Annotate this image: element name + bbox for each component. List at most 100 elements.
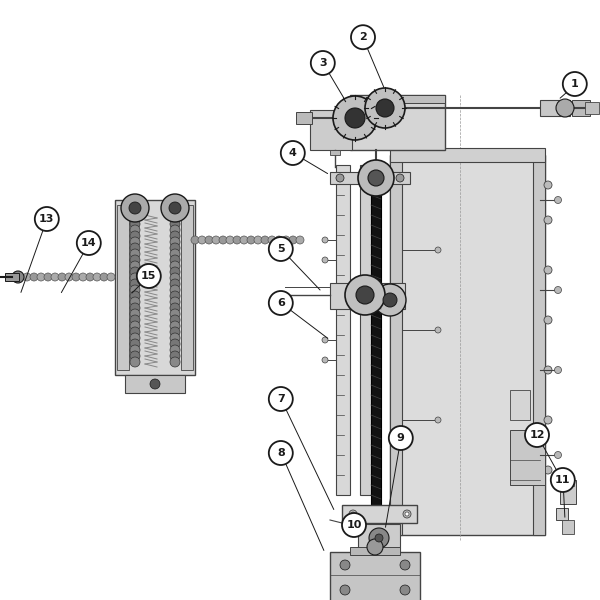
- Circle shape: [344, 519, 356, 531]
- Circle shape: [383, 293, 397, 307]
- Circle shape: [268, 236, 276, 244]
- Circle shape: [405, 512, 409, 516]
- Circle shape: [368, 170, 384, 186]
- Circle shape: [170, 279, 180, 289]
- Bar: [330, 552, 420, 600]
- Circle shape: [275, 236, 283, 244]
- Circle shape: [130, 285, 140, 295]
- Text: 10: 10: [346, 520, 362, 530]
- Circle shape: [554, 286, 562, 293]
- Bar: [390, 155, 545, 535]
- Circle shape: [77, 231, 101, 255]
- Circle shape: [130, 327, 140, 337]
- Circle shape: [23, 273, 31, 281]
- Circle shape: [65, 273, 73, 281]
- Bar: [533, 155, 545, 535]
- Circle shape: [37, 273, 45, 281]
- Circle shape: [170, 303, 180, 313]
- Circle shape: [269, 387, 293, 411]
- Bar: [117, 205, 129, 370]
- Bar: [360, 165, 374, 495]
- Circle shape: [170, 255, 180, 265]
- Circle shape: [349, 510, 357, 518]
- Circle shape: [544, 266, 552, 274]
- Bar: [296, 112, 312, 124]
- Bar: [181, 205, 193, 370]
- Bar: [350, 547, 400, 555]
- Circle shape: [130, 333, 140, 343]
- Bar: [390, 155, 402, 535]
- Circle shape: [254, 236, 262, 244]
- Text: 15: 15: [141, 271, 157, 281]
- Circle shape: [121, 194, 149, 222]
- Circle shape: [130, 237, 140, 247]
- Circle shape: [130, 207, 140, 217]
- Circle shape: [93, 273, 101, 281]
- Circle shape: [226, 236, 234, 244]
- Circle shape: [322, 257, 328, 263]
- Text: 1: 1: [571, 79, 578, 89]
- Circle shape: [435, 327, 441, 333]
- Circle shape: [389, 426, 413, 450]
- Circle shape: [170, 261, 180, 271]
- Circle shape: [322, 237, 328, 243]
- Circle shape: [375, 534, 383, 542]
- Circle shape: [170, 225, 180, 235]
- Circle shape: [130, 309, 140, 319]
- Circle shape: [554, 451, 562, 458]
- Bar: [562, 520, 574, 534]
- Circle shape: [130, 273, 140, 283]
- Circle shape: [351, 25, 375, 49]
- Circle shape: [130, 231, 140, 241]
- Circle shape: [369, 528, 389, 548]
- Text: 11: 11: [555, 475, 571, 485]
- Circle shape: [170, 267, 180, 277]
- Circle shape: [170, 207, 180, 217]
- Circle shape: [129, 202, 141, 214]
- Bar: [350, 95, 445, 150]
- Circle shape: [342, 513, 366, 537]
- Circle shape: [544, 366, 552, 374]
- Text: 12: 12: [529, 430, 545, 440]
- Circle shape: [240, 236, 248, 244]
- Circle shape: [130, 255, 140, 265]
- Bar: [336, 165, 350, 495]
- Circle shape: [400, 585, 410, 595]
- Circle shape: [130, 291, 140, 301]
- Circle shape: [435, 417, 441, 423]
- Circle shape: [345, 275, 385, 315]
- Bar: [390, 148, 545, 162]
- Circle shape: [130, 261, 140, 271]
- Circle shape: [269, 291, 293, 315]
- Circle shape: [247, 236, 255, 244]
- Circle shape: [170, 213, 180, 223]
- Bar: [342, 505, 417, 523]
- Circle shape: [367, 539, 383, 555]
- Circle shape: [544, 416, 552, 424]
- Circle shape: [322, 357, 328, 363]
- Circle shape: [79, 273, 87, 281]
- Circle shape: [170, 309, 180, 319]
- Circle shape: [130, 243, 140, 253]
- Circle shape: [130, 345, 140, 355]
- Circle shape: [376, 99, 394, 117]
- Circle shape: [336, 174, 344, 182]
- Circle shape: [233, 236, 241, 244]
- Circle shape: [556, 99, 574, 117]
- Text: 5: 5: [277, 244, 284, 254]
- Circle shape: [351, 512, 355, 516]
- Circle shape: [170, 249, 180, 259]
- Circle shape: [170, 351, 180, 361]
- Circle shape: [170, 327, 180, 337]
- Circle shape: [212, 236, 220, 244]
- Bar: [510, 430, 545, 485]
- Circle shape: [130, 357, 140, 367]
- Circle shape: [544, 316, 552, 324]
- Text: 14: 14: [81, 238, 97, 248]
- Circle shape: [435, 247, 441, 253]
- Circle shape: [51, 273, 59, 281]
- Circle shape: [345, 108, 365, 128]
- Circle shape: [261, 236, 269, 244]
- Bar: [350, 95, 445, 103]
- Circle shape: [130, 219, 140, 229]
